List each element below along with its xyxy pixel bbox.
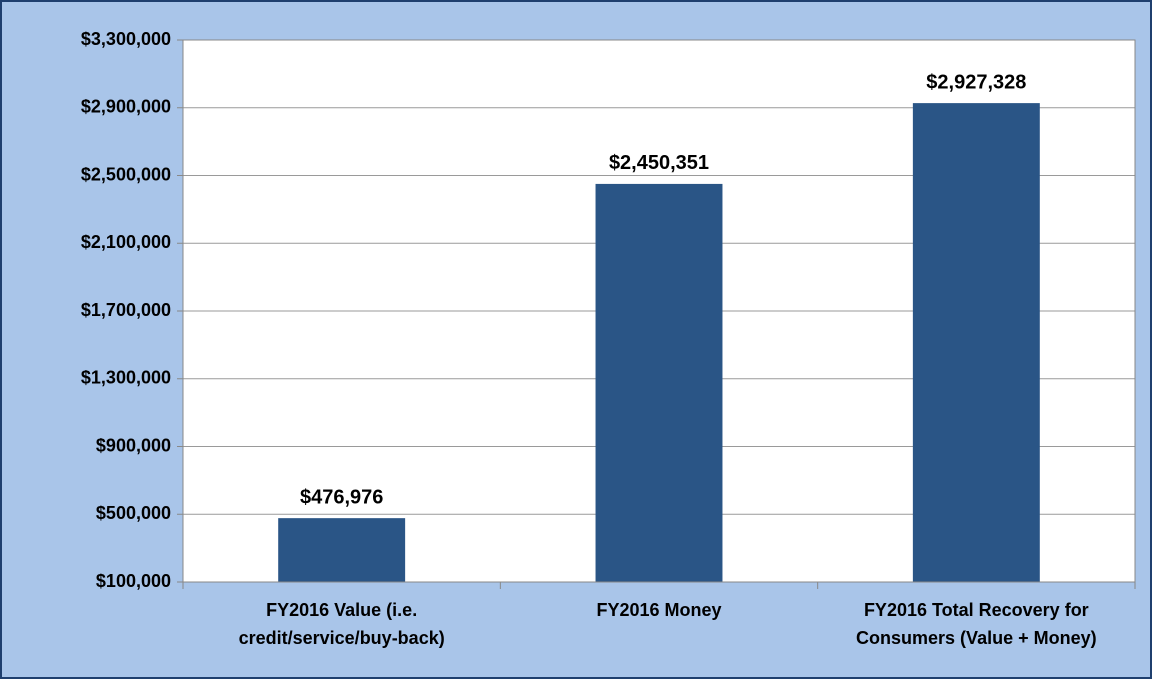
value-label: $476,976 (300, 486, 383, 508)
value-label: $2,450,351 (609, 152, 709, 174)
x-tick-label: FY2016 Value (i.e. credit/service/buy-ba… (238, 600, 445, 648)
y-tick-label: $2,100,000 (81, 232, 171, 252)
plot-border (182, 39, 1136, 583)
bar (278, 518, 406, 582)
y-tick-label: $500,000 (96, 503, 171, 523)
y-tick-label: $1,700,000 (81, 300, 171, 320)
x-tick-label: FY2016 Money (596, 600, 722, 620)
y-tick-label: $3,300,000 (81, 29, 171, 49)
bar (912, 103, 1040, 582)
y-tick-label: $900,000 (96, 435, 171, 455)
value-label: $2,927,328 (926, 71, 1026, 93)
y-tick-label: $1,300,000 (81, 368, 171, 388)
y-tick-label: $100,000 (96, 571, 171, 591)
y-tick-label: $2,500,000 (81, 164, 171, 184)
x-tick-label: FY2016 Total Recovery for Consumers (Val… (856, 600, 1097, 648)
y-tick-label: $2,900,000 (81, 97, 171, 117)
bar (595, 183, 723, 582)
